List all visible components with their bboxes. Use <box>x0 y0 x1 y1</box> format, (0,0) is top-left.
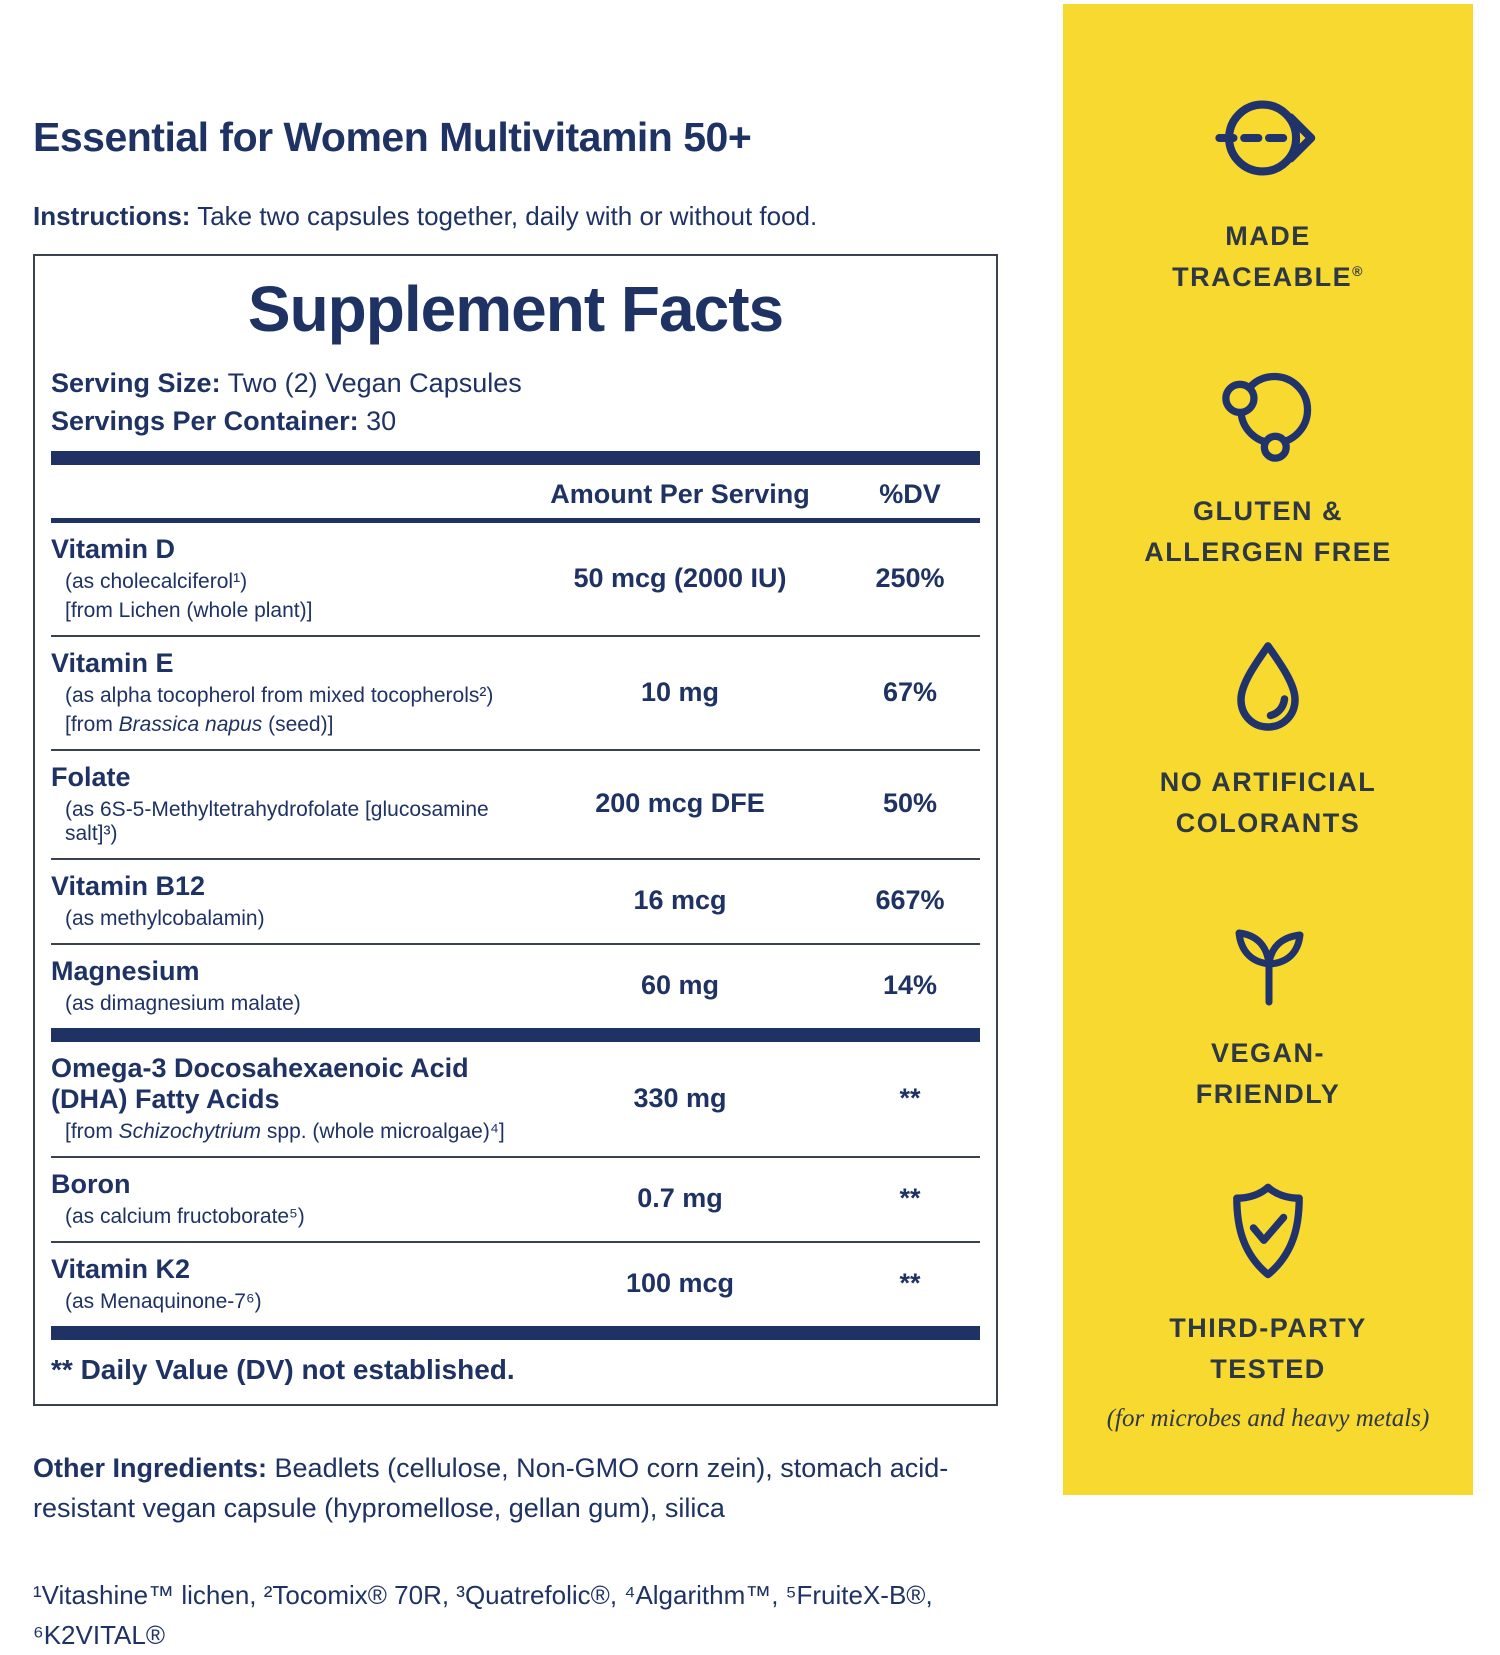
amount-value: 60 mg <box>640 970 720 1001</box>
badge-caption: THIRD-PARTY TESTED <box>1169 1313 1367 1384</box>
trademark-footnotes: ¹Vitashine™ lichen, ²Tocomix® 70R, ³Quat… <box>33 1575 998 1655</box>
page-title: Essential for Women Multivitamin 50+ <box>33 114 752 160</box>
dv-value: 14% <box>882 970 938 1001</box>
supplement-facts-title: Supplement Facts <box>247 273 784 345</box>
nutrient-name: Vitamin B12 <box>51 870 206 901</box>
divider-thick <box>51 1027 980 1042</box>
badge-caption: GLUTEN & ALLERGEN FREE <box>1144 496 1392 567</box>
col-header-dv: %DV <box>879 478 941 509</box>
other-ingredients: Other Ingredients: Beadlets (cellulose, … <box>33 1448 998 1529</box>
amount-value: 330 mg <box>633 1082 727 1113</box>
instructions-text: Take two capsules together, daily with o… <box>190 201 818 231</box>
serving-size-label: Serving Size: <box>51 368 221 398</box>
nutrient-source: (as dimagnesium malate) <box>65 991 301 1015</box>
nutrient-name: Vitamin E <box>51 647 174 678</box>
badge-vegan-friendly: VEGAN- FRIENDLY <box>1196 909 1341 1114</box>
nutrient-origin: [from Brassica napus (seed)] <box>65 712 334 736</box>
gluten-free-icon <box>1216 363 1320 467</box>
amount-value: 10 mg <box>640 676 720 707</box>
nutrient-name: Boron <box>51 1168 131 1199</box>
instructions-label: Instructions: <box>33 201 191 231</box>
dv-value: ** <box>899 1183 921 1214</box>
serving-size: Serving Size: Two (2) Vegan Capsules <box>51 364 980 402</box>
nutrient-source: (as 6S-5-Methyltetrahydrofolate [glucosa… <box>65 797 489 845</box>
footnote-line-1: ¹Vitashine™ lichen, ²Tocomix® 70R, ³Quat… <box>33 1579 933 1610</box>
table-row: Omega-3 Docosahexaenoic Acid (DHA) Fatty… <box>51 1042 980 1156</box>
nutrient-origin: [from Schizochytrium spp. (whole microal… <box>65 1119 505 1143</box>
divider-thick <box>51 1325 980 1340</box>
badge-no-artificial-colorants: NO ARTIFICIAL COLORANTS <box>1160 638 1376 843</box>
dv-value: 50% <box>882 788 938 819</box>
other-ingredients-label: Other Ingredients: <box>33 1452 268 1483</box>
badge-caption: VEGAN- FRIENDLY <box>1195 1038 1341 1109</box>
table-row: Vitamin E (as alpha tocopherol from mixe… <box>51 634 980 749</box>
amount-value: 0.7 mg <box>637 1183 723 1214</box>
amount-value: 100 mcg <box>625 1268 735 1299</box>
nutrient-source: (as alpha tocopherol from mixed tocopher… <box>65 683 494 707</box>
instructions: Instructions: Take two capsules together… <box>33 201 1000 232</box>
table-row: Folate (as 6S-5-Methyltetrahydrofolate [… <box>51 748 980 858</box>
col-header-amount: Amount Per Serving <box>550 478 810 509</box>
badge-made-traceable: MADE TRACEABLE® <box>1172 84 1364 297</box>
traceable-icon <box>1214 84 1322 192</box>
amount-value: 16 mcg <box>633 885 727 916</box>
nutrient-source: (as Menaquinone-7⁶) <box>65 1289 262 1313</box>
daily-value-note: ** Daily Value (DV) not established. <box>51 1353 515 1385</box>
shield-check-icon <box>1216 1180 1320 1284</box>
table-row: Boron (as calcium fructoborate⁵) 0.7 mg … <box>51 1155 980 1241</box>
amount-value: 200 mcg DFE <box>595 788 765 819</box>
supplement-facts-table: Supplement Facts Serving Size: Two (2) V… <box>33 254 998 1406</box>
amount-value: 50 mcg (2000 IU) <box>573 562 787 593</box>
dv-value: ** <box>899 1268 921 1299</box>
nutrient-name: Vitamin D <box>51 533 176 564</box>
divider-thick <box>51 450 980 465</box>
sprout-icon <box>1218 909 1318 1009</box>
dv-value: 667% <box>875 885 945 916</box>
serving-size-value: Two (2) Vegan Capsules <box>220 368 522 398</box>
badge-caption: MADE TRACEABLE® <box>1172 221 1364 292</box>
badge-gluten-allergen-free: GLUTEN & ALLERGEN FREE <box>1144 363 1392 572</box>
badge-third-party-tested: THIRD-PARTY TESTED (for microbes and hea… <box>1106 1180 1430 1433</box>
dv-value: 67% <box>882 676 938 707</box>
table-row: Vitamin K2 (as Menaquinone-7⁶) 100 mcg *… <box>51 1240 980 1326</box>
nutrient-source: (as calcium fructoborate⁵) <box>65 1204 305 1228</box>
table-row: Magnesium (as dimagnesium malate) 60 mg … <box>51 942 980 1028</box>
label-content: Essential for Women Multivitamin 50+ Ins… <box>33 0 1000 1655</box>
feature-badges-panel: MADE TRACEABLE® GLUTEN & ALLERGEN FREE N… <box>1063 4 1473 1495</box>
table-header-row: Amount Per Serving %DV <box>51 465 980 518</box>
divider-medium <box>51 517 980 523</box>
dv-value: 250% <box>875 562 945 593</box>
badge-note: (for microbes and heavy metals) <box>1106 1405 1430 1432</box>
table-row: Vitamin D (as cholecalciferol¹) [from Li… <box>51 523 980 635</box>
nutrient-source: (as cholecalciferol¹) <box>65 569 248 593</box>
badge-caption: NO ARTIFICIAL COLORANTS <box>1159 767 1377 838</box>
nutrient-name: Vitamin K2 <box>51 1253 191 1284</box>
table-row: Vitamin B12 (as methylcobalamin) 16 mcg … <box>51 857 980 943</box>
nutrient-name: Folate <box>51 761 131 792</box>
nutrient-source: (as methylcobalamin) <box>65 906 265 930</box>
nutrient-origin: [from Lichen (whole plant)] <box>65 598 313 622</box>
servings-per-container: Servings Per Container: 30 <box>51 402 980 440</box>
dv-value: ** <box>899 1082 921 1113</box>
nutrient-name: Omega-3 Docosahexaenoic Acid (DHA) Fatty… <box>51 1052 469 1114</box>
footnote-line-2: ⁶K2VITAL® <box>33 1619 165 1650</box>
droplet-icon <box>1218 638 1318 738</box>
nutrient-name: Magnesium <box>51 955 200 986</box>
servings-value: 30 <box>358 406 397 437</box>
servings-label: Servings Per Container: <box>51 406 359 437</box>
